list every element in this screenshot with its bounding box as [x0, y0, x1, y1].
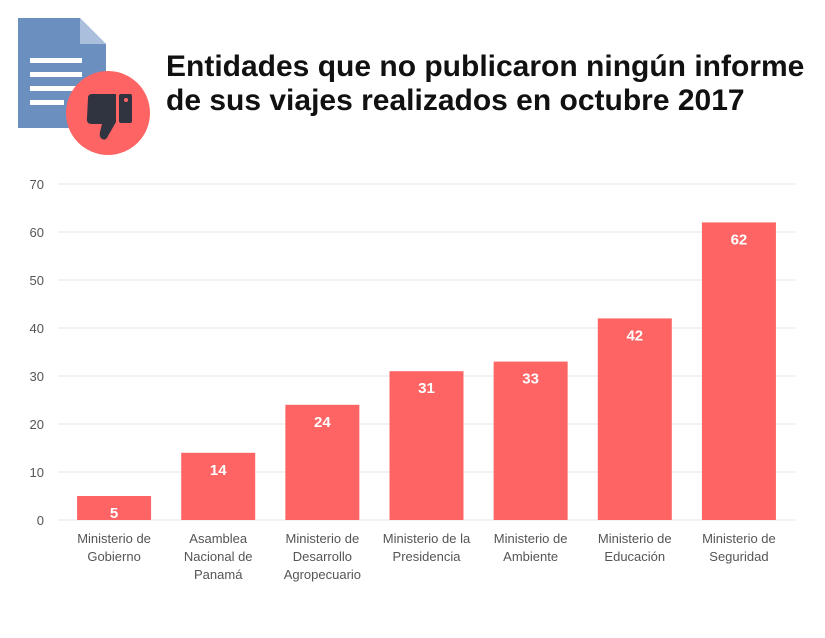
x-category-label-line: Seguridad [709, 549, 768, 564]
chart-title-line-1: Entidades que no publicaron ningún infor… [166, 50, 805, 83]
y-tick-label: 70 [30, 177, 44, 192]
x-category-label: Ministerio de Gobierno [77, 531, 151, 564]
bar [389, 371, 464, 520]
bar-value-label: 62 [731, 231, 748, 248]
bar-value-label: 24 [314, 414, 331, 431]
bar-value-label: 33 [522, 371, 539, 388]
x-category-label-line: Educación [604, 549, 665, 564]
y-tick-label: 20 [30, 417, 44, 432]
x-category-label-line: Ministerio de [286, 531, 360, 546]
x-category-label-line: Ministerio de [77, 531, 151, 546]
x-category-label-line: Ministerio de [598, 531, 672, 546]
y-tick-label: 10 [30, 465, 44, 480]
x-category-label: Ministerio de la Presidencia [383, 531, 471, 564]
bar [597, 318, 672, 520]
bar [493, 361, 568, 520]
y-tick-label: 30 [30, 369, 44, 384]
bar-value-label: 5 [110, 505, 118, 522]
y-tick-label: 50 [30, 273, 44, 288]
bar-value-label: 14 [210, 462, 227, 479]
x-category-label-line: Panamá [194, 567, 243, 582]
x-category-label: Ministerio de Educación [598, 531, 672, 564]
x-category-label-line: Ministerio de [494, 531, 568, 546]
x-category-label-line: Agropecuario [284, 567, 361, 582]
bar [181, 452, 256, 520]
x-category-label-line: Gobierno [87, 549, 140, 564]
x-category-label-line: Ministerio de [702, 531, 776, 546]
y-tick-label: 60 [30, 225, 44, 240]
x-category-label: Ministerio de Desarrollo Agropecuario [284, 531, 361, 582]
y-tick-label: 0 [37, 513, 44, 528]
x-category-label-line: Ministerio de la [383, 531, 471, 546]
chart-title-line-2: de sus viajes realizados en octubre 2017 [166, 84, 745, 117]
bar [701, 222, 776, 520]
x-category-label-line: Asamblea [189, 531, 248, 546]
document-thumbs-down-icon [18, 18, 153, 158]
document-fold [80, 18, 106, 44]
thumbs-down-icon [86, 94, 132, 140]
bar-value-label: 31 [418, 380, 435, 397]
bar-value-label: 42 [626, 327, 643, 344]
x-category-label: Ministerio de Seguridad [702, 531, 776, 564]
x-category-label-line: Presidencia [393, 549, 462, 564]
y-tick-label: 40 [30, 321, 44, 336]
x-category-label-line: Ambiente [503, 549, 558, 564]
x-category-label-line: Nacional de [184, 549, 253, 564]
bar [285, 404, 360, 520]
x-category-label: Asamblea Nacional de Panamá [184, 531, 253, 582]
chart-title: Entidades que no publicaron ningún infor… [166, 50, 806, 118]
bar-chart: 0 10 20 30 40 50 60 70 5 Ministerio de Gobierno 14 A… [30, 177, 795, 582]
x-category-label-line: Desarrollo [293, 549, 352, 564]
bar [77, 496, 152, 520]
x-category-label: Ministerio de Ambiente [494, 531, 568, 564]
